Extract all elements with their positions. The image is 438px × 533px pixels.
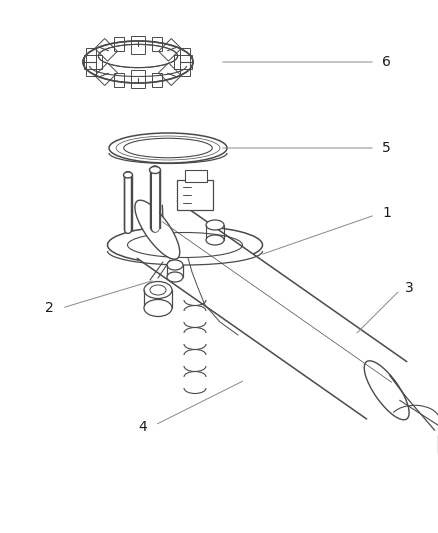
Bar <box>95 38 117 61</box>
Ellipse shape <box>206 235 224 245</box>
Text: 1: 1 <box>382 206 391 220</box>
Bar <box>177 180 213 210</box>
Text: 3: 3 <box>405 281 414 295</box>
Bar <box>174 55 192 69</box>
Bar <box>152 37 162 51</box>
Ellipse shape <box>107 226 262 264</box>
Bar <box>86 62 96 76</box>
Ellipse shape <box>167 272 183 282</box>
Bar <box>95 63 117 85</box>
Bar <box>185 170 207 182</box>
Text: 6: 6 <box>382 55 391 69</box>
Text: 5: 5 <box>382 141 391 155</box>
Bar <box>152 73 162 87</box>
Bar <box>180 47 190 62</box>
Ellipse shape <box>144 281 172 298</box>
Ellipse shape <box>149 166 160 174</box>
Ellipse shape <box>124 172 133 178</box>
Bar <box>113 37 124 51</box>
Ellipse shape <box>127 232 243 257</box>
Bar <box>159 38 181 61</box>
Bar <box>84 55 102 69</box>
Ellipse shape <box>99 44 177 68</box>
Ellipse shape <box>83 41 193 83</box>
Bar <box>86 47 96 62</box>
Ellipse shape <box>167 260 183 270</box>
Bar <box>159 63 181 85</box>
Ellipse shape <box>206 220 224 230</box>
Ellipse shape <box>135 200 180 259</box>
Text: 4: 4 <box>138 420 147 434</box>
Bar <box>113 73 124 87</box>
Bar <box>131 70 145 88</box>
Ellipse shape <box>364 361 409 420</box>
Ellipse shape <box>109 133 227 163</box>
Ellipse shape <box>144 300 172 317</box>
Ellipse shape <box>124 138 212 158</box>
Bar <box>131 36 145 54</box>
Text: 2: 2 <box>45 301 54 315</box>
Bar <box>180 62 190 76</box>
Polygon shape <box>137 201 407 419</box>
